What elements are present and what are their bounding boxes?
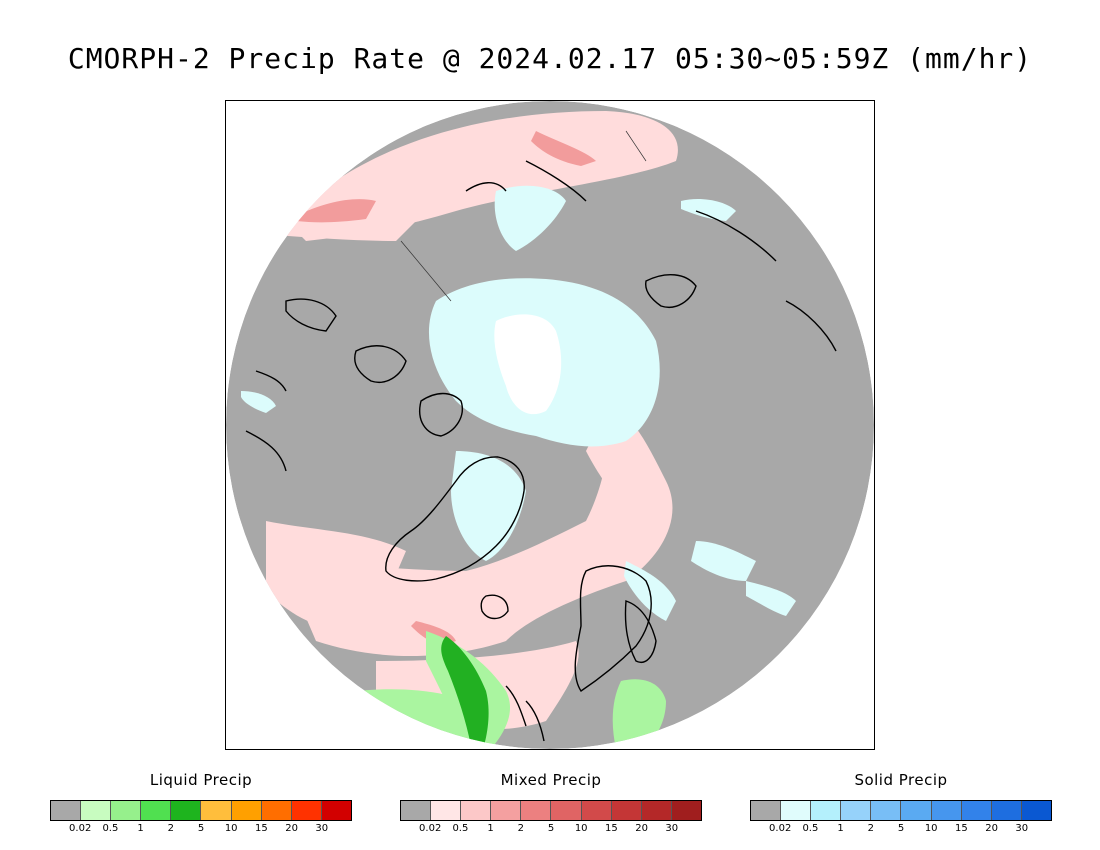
legend-tick-label: 0.5 [802,823,819,834]
legend-tick-label: 10 [574,823,588,834]
legend-tick-label: 20 [635,823,648,834]
legend-title: Solid Precip [854,771,948,789]
legend-swatch [1021,801,1051,820]
legend-swatch [141,801,172,820]
legend-tick-label: 2 [867,823,874,834]
legend-tick-label: 0.02 [69,823,92,834]
map-canvas [226,101,874,749]
legend-swatch [551,801,582,820]
legend-tick-label: 0.5 [102,823,119,834]
polar-precip-map [225,100,875,750]
legend-swatch [931,801,962,820]
legend-swatch [611,801,642,820]
legend-tick-label: 20 [985,823,998,834]
legend-tick-label: 15 [605,823,618,834]
legend-swatch [751,801,782,820]
legend-swatch [81,801,112,820]
legend-tick-label: 30 [315,823,329,834]
legend-mixed: Mixed Precip 0.02 0.5 1 2 5 10 15 20 30 [400,770,702,835]
legend-swatch [431,801,462,820]
legend-tick-label: 30 [665,823,679,834]
legend-swatch [521,801,552,820]
liquid-moderate-regions [441,636,489,746]
legend-swatch [111,801,142,820]
legend-swatch [201,801,232,820]
legend-liquid: Liquid Precip 0.02 0.5 1 2 5 10 15 20 30 [50,770,352,835]
legend-tick-label: 10 [924,823,938,834]
legend-tick-label: 1 [837,823,844,834]
legend-swatch [811,801,842,820]
legend-tick-label: 5 [897,823,905,834]
legend-ticks: 0.02 0.5 1 2 5 10 15 20 30 [400,821,702,835]
legend-tick-label: 20 [285,823,298,834]
legend-tick-label: 15 [955,823,968,834]
legend-tick-label: 1 [487,823,494,834]
legend-swatch [461,801,492,820]
legend-swatch [171,801,202,820]
legend-title: Mixed Precip [500,771,602,789]
map-title: CMORPH-2 Precip Rate @ 2024.02.17 05:30~… [67,42,1033,75]
legend-tick-label: 0.02 [419,823,442,834]
coastlines [245,160,837,742]
legend-color-bar [400,800,702,821]
legend-swatch [641,801,672,820]
legend-ticks: 0.02 0.5 1 2 5 10 15 20 30 [50,821,352,835]
legend-tick-label: 5 [197,823,205,834]
legend-swatch [401,801,432,820]
legend-swatch [961,801,992,820]
legend-tick-label: 0.02 [769,823,792,834]
legend-tick-label: 1 [137,823,144,834]
legend-tick-label: 2 [167,823,174,834]
legend-swatch [491,801,522,820]
legend-tick-label: 10 [224,823,238,834]
legend-tick-label: 15 [255,823,268,834]
legend-tick-label: 5 [547,823,555,834]
legend-swatch [781,801,812,820]
legend-tick-label: 0.5 [452,823,469,834]
legend-tick-label: 2 [517,823,524,834]
legend-swatch [291,801,322,820]
legend-color-bar [750,800,1052,821]
legend-swatch [671,801,701,820]
legend-ticks: 0.02 0.5 1 2 5 10 15 20 30 [750,821,1052,835]
legend-swatch [581,801,612,820]
legend-title: Liquid Precip [149,771,253,789]
legend-swatch [841,801,872,820]
legend-solid: Solid Precip 0.02 0.5 1 2 5 10 15 20 30 [750,770,1052,835]
legend-swatch [991,801,1022,820]
legend-swatch [261,801,292,820]
legend-swatch [321,801,351,820]
legend-swatch [901,801,932,820]
boundary-lines [400,130,647,302]
legend-swatch [871,801,902,820]
legend-tick-label: 30 [1015,823,1029,834]
legend-color-bar [50,800,352,821]
legend-swatch [51,801,82,820]
legend-swatch [231,801,262,820]
polar-data-gap [494,314,562,415]
